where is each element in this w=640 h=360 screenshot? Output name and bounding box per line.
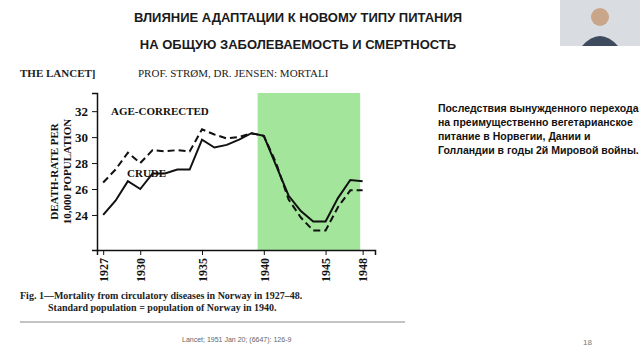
side-note: питание в Норвегии, Дании и: [438, 130, 590, 142]
tick-mark: [92, 189, 97, 190]
x-tick: 1945: [319, 250, 333, 282]
webcam-body: [582, 36, 618, 46]
tick-mark: [363, 250, 364, 255]
axis-line: [92, 94, 98, 251]
series-label: AGE-CORRECTED: [111, 105, 209, 117]
page-number: 18: [583, 338, 592, 347]
tick-mark: [264, 250, 265, 255]
x-tick: 1940: [258, 250, 272, 282]
axis-title-line: 10,000 POPULATION: [61, 119, 73, 225]
y-tick: 30: [75, 130, 97, 145]
line-series: [103, 133, 362, 221]
tick-label: 24: [75, 208, 89, 223]
axis-title-line: DEATH-RATE PER: [48, 122, 60, 220]
y-tick: 32: [75, 104, 97, 119]
tick-mark: [140, 250, 141, 255]
side-note: Голландии в годы 2й Мировой войны.: [438, 144, 639, 156]
paper-header: THE LANCET]: [20, 67, 96, 79]
axis-title: DEATH-RATE PER10,000 POPULATION: [48, 119, 73, 225]
slide-title: ВЛИЯНИЕ АДАПТАЦИИ К НОВОМУ ТИПУ ПИТАНИЯ: [134, 10, 462, 25]
x-tick: 1935: [196, 250, 210, 282]
tick-label: 1927: [97, 258, 111, 282]
tick-label: 1945: [319, 258, 333, 282]
tick-mark: [92, 137, 97, 138]
webcam: [560, 0, 640, 46]
y-tick: 28: [75, 156, 97, 171]
series-label: CRUDE: [127, 167, 166, 179]
paper-header: PROF. STRØM, DR. JENSEN: MORTALI: [138, 67, 329, 79]
axis-line: [98, 251, 376, 256]
slide-title: НА ОБЩУЮ ЗАБОЛЕВАЕМОСТЬ И СМЕРТНОСТЬ: [140, 37, 456, 52]
webcam-frame: [560, 0, 640, 46]
line-series: [103, 129, 362, 230]
y-tick: 24: [75, 208, 97, 223]
tick-mark: [202, 250, 203, 255]
x-axis: 1927 1930 1935 1940 1945 1948: [97, 250, 376, 282]
tick-label: 1930: [134, 258, 148, 282]
tick-mark: [92, 215, 97, 216]
tick-mark: [326, 250, 327, 255]
webcam-head: [591, 8, 609, 26]
plot-area: [103, 93, 362, 250]
tick-label: 1940: [258, 258, 272, 282]
figure-caption: Fig. 1—Mortality from circulatory diseas…: [20, 290, 303, 301]
x-tick: 1948: [356, 250, 370, 282]
figure-caption: Standard population = population of Norw…: [48, 302, 277, 313]
tick-label: 1948: [356, 258, 370, 282]
y-axis: 24 26 28 30 32: [75, 94, 98, 251]
rule: [20, 322, 405, 323]
x-tick: 1927: [97, 250, 111, 282]
tick-label: 28: [75, 156, 89, 171]
tick-label: 30: [75, 130, 88, 145]
tick-mark: [92, 111, 97, 112]
background: [0, 0, 640, 360]
side-note: на преимущественно вегетарианское: [438, 116, 633, 128]
tick-mark: [92, 163, 97, 164]
tick-label: 32: [75, 104, 88, 119]
y-tick: 26: [75, 182, 97, 197]
citation: Lancet; 1951 Jan 20; (6647): 126-9: [182, 336, 291, 344]
slide: ВЛИЯНИЕ АДАПТАЦИИ К НОВОМУ ТИПУ ПИТАНИЯ Н…: [0, 0, 640, 360]
side-note: Последствия вынужденного перехода: [438, 102, 639, 114]
tick-label: 26: [75, 182, 89, 197]
tick-label: 1935: [196, 258, 210, 282]
x-tick: 1930: [134, 250, 148, 282]
tick-mark: [103, 250, 104, 255]
